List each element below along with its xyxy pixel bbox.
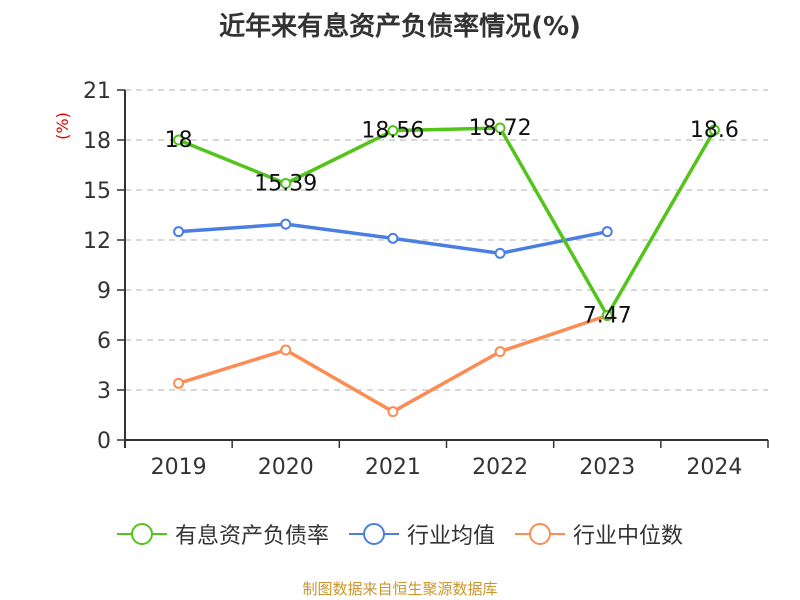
y-axis: 0 3 6 9 12 15 18 21 [83,79,126,454]
data-point[interactable] [708,124,720,136]
legend-line-marker-icon [116,523,167,545]
y-tick-label: 3 [97,379,111,404]
data-point[interactable] [280,344,292,356]
legend-line-marker-icon [348,523,399,545]
y-tick-label: 18 [83,129,111,154]
data-point[interactable] [494,247,506,259]
data-point[interactable] [280,218,292,230]
y-tick-label: 6 [97,329,111,354]
data-label: 18 [165,128,193,153]
data-point[interactable] [387,125,399,137]
data-point[interactable] [173,226,185,238]
x-tick-label: 2020 [258,455,314,480]
legend-label: 行业中位数 [573,524,684,549]
legend-label: 有息资产负债率 [174,524,329,549]
x-tick-label: 2023 [579,455,635,480]
data-point[interactable] [601,226,613,238]
data-label: 15.39 [254,172,317,197]
x-tick-label: 2022 [472,455,528,480]
data-label: 18.6 [690,118,739,143]
y-tick-label: 15 [83,179,111,204]
legend-line-marker-icon [515,523,565,545]
x-tick-label: 2024 [686,455,742,480]
legend-item-industry-median[interactable]: 行业中位数 [515,518,683,550]
data-point[interactable] [494,122,506,134]
legend-item-company-debt-ratio[interactable]: 有息资产负债率 [116,518,329,550]
data-label: 7.47 [583,304,632,329]
data-point[interactable] [173,377,185,389]
data-point[interactable] [601,310,613,321]
x-axis: 2019 2020 2021 2022 2023 2024 [124,439,769,480]
series-company-debt-ratio: 18 15.39 18.56 18.72 7.47 18.6 [165,116,739,329]
data-label: 18.56 [361,119,424,144]
data-point[interactable] [494,346,506,358]
y-tick-label: 21 [83,79,111,104]
chart-legend: 有息资产负债率 行业均值 行业中位数 [0,518,800,550]
data-point[interactable] [387,406,399,418]
x-tick-label: 2021 [365,455,421,480]
data-point[interactable] [387,232,399,244]
y-tick-label: 9 [97,279,111,304]
data-label: 18.72 [469,116,532,141]
y-unit-label: (%) [53,112,72,140]
y-tick-label: 0 [97,429,111,454]
y-tick-label: 12 [83,229,111,254]
series-industry-average [173,218,613,259]
data-point[interactable] [173,134,185,146]
legend-item-industry-average[interactable]: 行业均值 [348,518,495,550]
x-tick-label: 2019 [151,455,207,480]
chart-title: 近年来有息资产负债率情况(%) [219,12,581,42]
series-industry-median [173,310,613,418]
data-point[interactable] [280,178,292,189]
grid-lines [125,89,768,391]
legend-label: 行业均值 [406,524,495,549]
source-note: 制图数据来自恒生聚源数据库 [302,580,498,598]
